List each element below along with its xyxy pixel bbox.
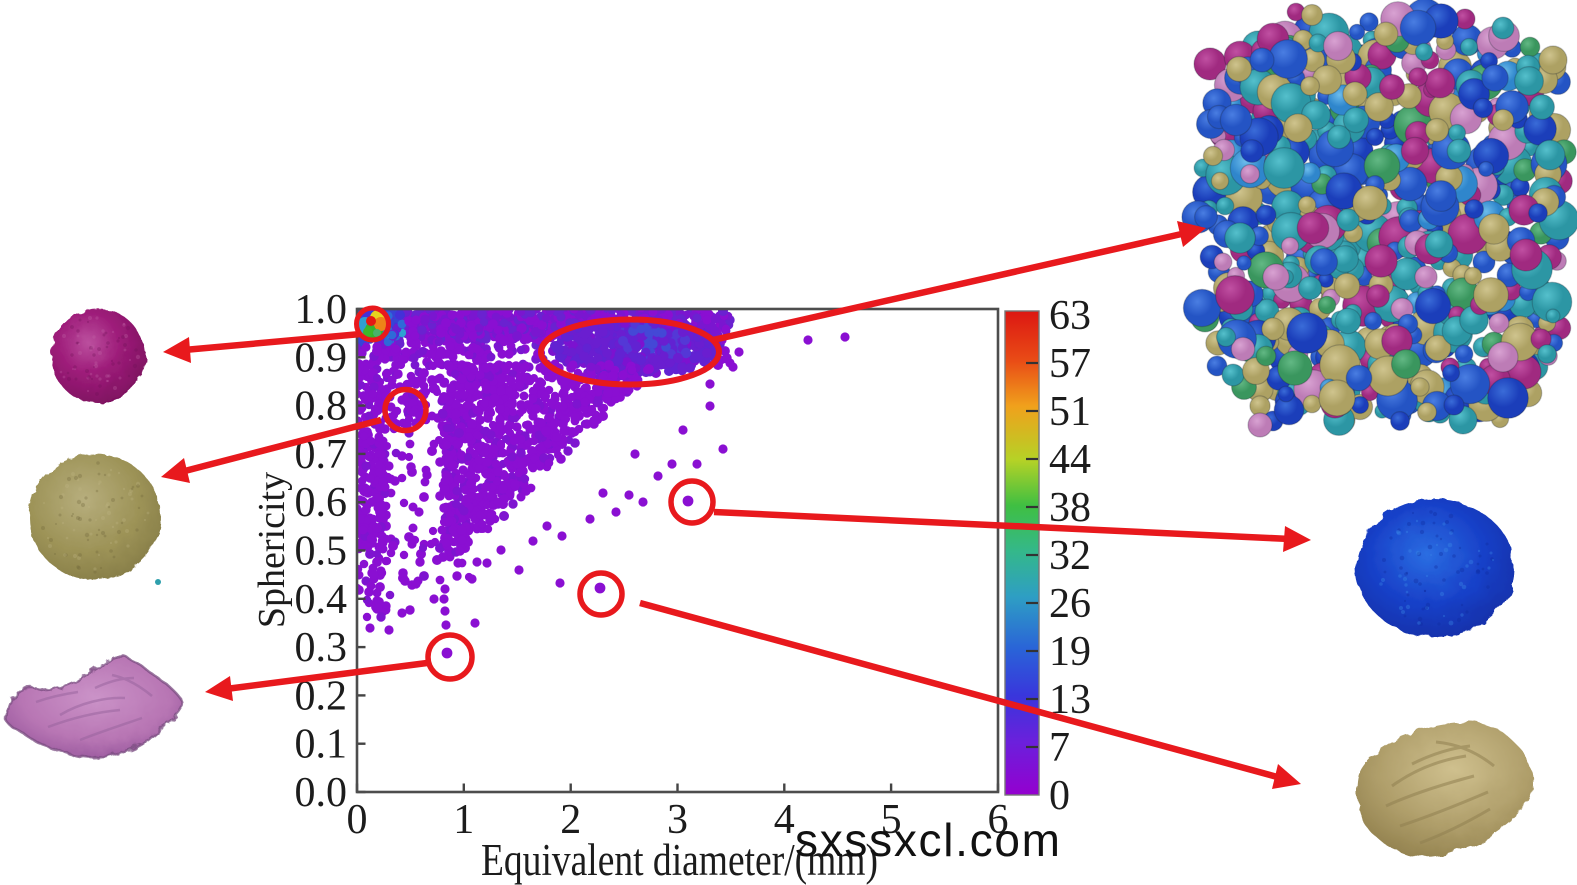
svg-text:0.1: 0.1	[295, 722, 348, 768]
svg-text:0.3: 0.3	[295, 625, 348, 671]
svg-text:5: 5	[881, 797, 902, 843]
svg-text:0.6: 0.6	[295, 480, 348, 526]
svg-text:Equivalent diameter/(mm): Equivalent diameter/(mm)	[481, 835, 878, 885]
svg-text:0.9: 0.9	[295, 335, 348, 381]
svg-text:26: 26	[1049, 581, 1091, 627]
svg-text:0.5: 0.5	[295, 529, 348, 575]
svg-text:7: 7	[1049, 725, 1070, 771]
svg-text:1: 1	[453, 797, 474, 843]
svg-text:19: 19	[1049, 629, 1091, 675]
svg-text:sxssxcl.com: sxssxcl.com	[795, 814, 1060, 866]
svg-text:44: 44	[1049, 437, 1091, 483]
svg-text:57: 57	[1049, 341, 1091, 387]
svg-text:4: 4	[774, 797, 795, 843]
svg-text:0: 0	[1049, 773, 1070, 819]
svg-text:3: 3	[667, 797, 688, 843]
svg-text:0.0: 0.0	[295, 770, 348, 816]
svg-text:2: 2	[560, 797, 581, 843]
svg-text:1.0: 1.0	[295, 287, 348, 333]
svg-text:0: 0	[347, 797, 368, 843]
svg-text:32: 32	[1049, 533, 1091, 579]
svg-text:0.4: 0.4	[295, 577, 348, 623]
svg-text:63: 63	[1049, 293, 1091, 339]
svg-text:38: 38	[1049, 485, 1091, 531]
svg-text:51: 51	[1049, 389, 1091, 435]
svg-text:6: 6	[988, 797, 1009, 843]
svg-text:Sphericity: Sphericity	[251, 472, 293, 628]
svg-text:0.8: 0.8	[295, 384, 348, 430]
